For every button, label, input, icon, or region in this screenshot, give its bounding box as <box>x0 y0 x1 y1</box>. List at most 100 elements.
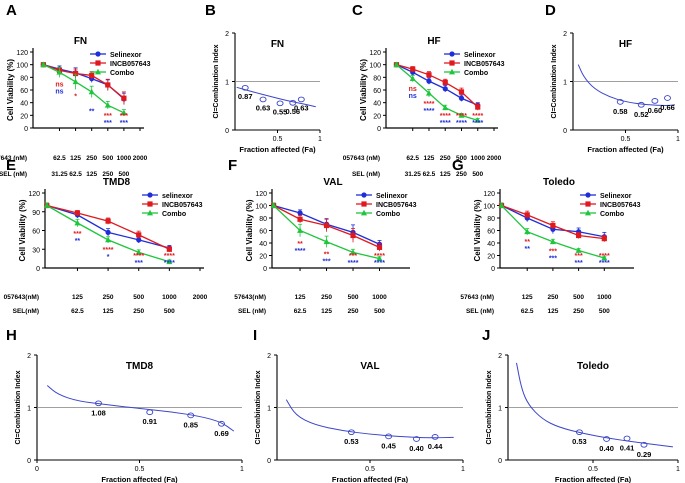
x-axis-label: Fraction affected (Fa) <box>555 475 632 483</box>
y-axis-label: CI=Combination Index <box>213 44 220 118</box>
y-tick-label: 1 <box>267 406 271 413</box>
data-point <box>56 69 63 75</box>
series-incb057643 <box>393 62 481 111</box>
y-tick-label: 0 <box>267 458 271 465</box>
series-line <box>43 64 125 114</box>
y-tick-label: 2 <box>498 353 502 360</box>
y-tick-label: 2 <box>267 353 271 360</box>
ci-point <box>297 96 305 103</box>
ci-value-label: 0.85 <box>183 420 198 429</box>
x-row-label: 057643 (nM) <box>343 155 380 162</box>
legend-marker <box>449 51 455 57</box>
significance-red: * <box>74 93 77 100</box>
x-tick-label: 0.5 <box>273 136 283 143</box>
series-line <box>43 64 125 99</box>
ci-point <box>623 435 631 442</box>
chart-title: Toledo <box>577 361 609 372</box>
ci-fit-curve <box>285 399 454 439</box>
ci-point <box>347 429 355 436</box>
data-point <box>166 258 173 265</box>
x-tick-label: 250 <box>348 308 359 315</box>
significance-blue: * <box>107 254 110 261</box>
data-point <box>105 229 111 235</box>
legend-label: INCB057643 <box>110 61 151 68</box>
x-tick-label: 125 <box>72 294 83 301</box>
panel-label-d: D <box>545 2 556 19</box>
x-tick-label: 2000 <box>193 294 208 301</box>
y-tick-label: 0 <box>27 458 31 465</box>
y-tick-label: 80 <box>259 216 267 223</box>
ci-value-label: 0.45 <box>381 441 396 450</box>
chart-i: VAL 0 1 2 0.5 1 Fraction affected (Fa) CI=Combi… <box>255 353 465 483</box>
ci-point <box>187 412 195 419</box>
significance-red: ** <box>297 241 303 248</box>
data-point <box>104 102 111 108</box>
legend-marker <box>361 192 367 198</box>
y-tick-label: 40 <box>259 241 267 248</box>
x-tick-label: 125 <box>70 155 81 162</box>
ci-value-label: 1.08 <box>91 408 106 417</box>
data-point <box>88 88 95 95</box>
legend-label: Combo <box>162 211 186 218</box>
data-point <box>524 228 531 235</box>
ci-value-label: 0.53 <box>344 437 359 446</box>
x-row-label: 57643 (nM) <box>0 155 27 162</box>
legend-marker <box>147 192 153 198</box>
significance-red: *** <box>349 253 357 260</box>
data-point <box>425 89 432 96</box>
significance-blue: **** <box>472 120 483 127</box>
y-tick-label: 100 <box>16 63 28 70</box>
x-tick-label: 1000 <box>117 155 132 162</box>
x-tick-label: 250 <box>133 308 144 315</box>
y-axis-label: Cell Viability (%) <box>359 59 368 121</box>
ci-point <box>616 99 624 105</box>
chart-title: TMD8 <box>103 177 131 188</box>
panel-label-c: C <box>352 2 363 19</box>
x-tick-label: 125 <box>424 155 435 162</box>
x-tick-label: 500 <box>374 308 385 315</box>
y-tick-label: 0 <box>24 126 28 133</box>
legend-label: Selinexor <box>376 193 408 200</box>
significance-red: **** <box>424 101 435 108</box>
data-point <box>426 78 432 84</box>
significance-blue: *** <box>549 255 557 262</box>
x-tick-label: 62.5 <box>69 171 82 178</box>
data-point <box>135 249 142 255</box>
significance-blue: **** <box>440 120 451 127</box>
series-incb057643 <box>40 62 127 105</box>
y-tick-label: 60 <box>373 88 381 95</box>
significance-red: **** <box>374 253 385 260</box>
panel-label-a: A <box>6 2 17 19</box>
y-tick-label: 0 <box>377 126 381 133</box>
data-point <box>89 72 95 79</box>
x-row-label: 057643(nM) <box>4 294 39 301</box>
significance-blue: **** <box>374 260 385 267</box>
ci-fit-curve <box>516 362 674 448</box>
y-tick-label: 80 <box>487 216 495 223</box>
legend-marker <box>95 60 101 66</box>
data-point <box>524 212 530 218</box>
y-axis-label: CI=Combination Index <box>486 370 493 444</box>
significance-red: ns <box>409 86 417 93</box>
data-point <box>426 72 432 78</box>
data-point <box>409 75 416 81</box>
x-tick-label: 62.5 <box>521 308 534 315</box>
series-combo <box>270 202 383 262</box>
x-tick-label: 0 <box>35 466 39 473</box>
x-tick-label: 125 <box>295 294 306 301</box>
x-tick-label: 250 <box>547 294 558 301</box>
legend-marker <box>585 192 591 198</box>
x-tick-label: 1000 <box>372 294 387 301</box>
data-point <box>297 216 303 222</box>
legend-marker <box>449 68 455 75</box>
ci-point <box>289 99 297 106</box>
significance-blue: *** <box>575 260 583 267</box>
ci-value-label: 0.66 <box>660 103 675 112</box>
y-tick-label: 100 <box>255 204 267 211</box>
data-point <box>458 89 465 95</box>
data-point <box>442 104 449 111</box>
ci-fit-curve <box>236 86 316 108</box>
